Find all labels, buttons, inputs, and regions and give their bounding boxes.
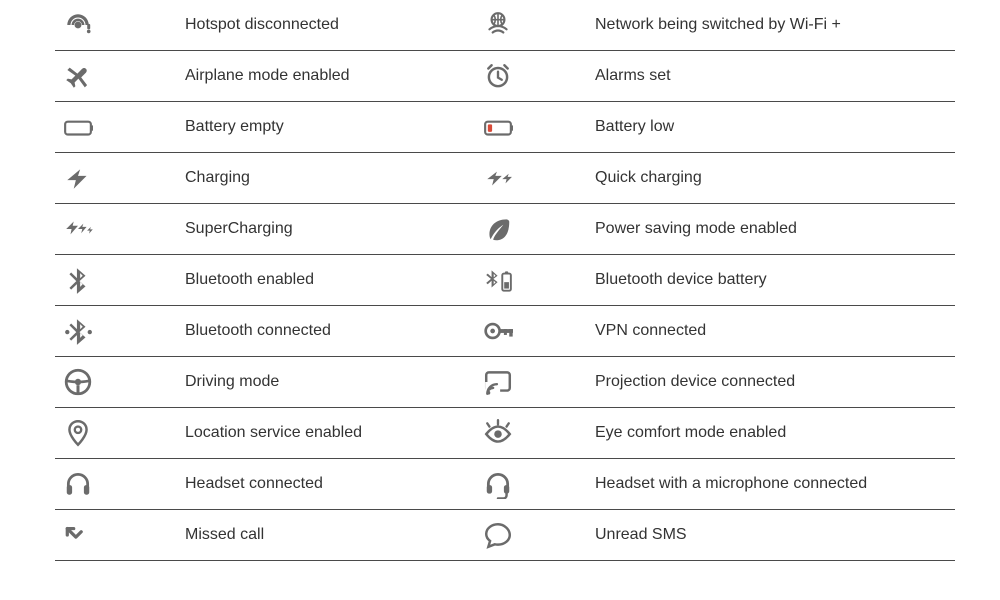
icon-label: Battery empty (185, 116, 296, 138)
right-cell: Quick charging (475, 153, 955, 203)
steering-wheel-icon (55, 367, 185, 397)
charging-bolt-icon (55, 163, 185, 193)
icon-label: Location service enabled (185, 422, 374, 444)
status-icons-table: Hotspot disconnected Network being switch… (55, 0, 955, 561)
table-row: Headset connected Headset with a micropho… (55, 459, 955, 510)
icon-label: Bluetooth connected (185, 320, 343, 342)
wifi-globe-icon (475, 10, 595, 40)
icon-label: Power saving mode enabled (595, 218, 809, 240)
table-row: Bluetooth connected VPN connected (55, 306, 955, 357)
headset-mic-icon (475, 469, 595, 499)
alarm-clock-icon (475, 61, 595, 91)
icon-label: Alarms set (595, 65, 683, 87)
icon-label: Headset with a microphone connected (595, 473, 879, 495)
left-cell: Hotspot disconnected (55, 0, 475, 50)
left-cell: Bluetooth enabled (55, 255, 475, 305)
right-cell: Projection device connected (475, 357, 955, 407)
airplane-icon (55, 61, 185, 91)
icon-label: Missed call (185, 524, 276, 546)
icon-label: SuperCharging (185, 218, 305, 240)
left-cell: SuperCharging (55, 204, 475, 254)
bluetooth-battery-icon (475, 265, 595, 295)
left-cell: Missed call (55, 510, 475, 560)
left-cell: Headset connected (55, 459, 475, 509)
table-row: SuperCharging Power saving mode enabled (55, 204, 955, 255)
icon-label: Network being switched by Wi-Fi + (595, 14, 853, 36)
missed-call-icon (55, 520, 185, 550)
table-row: Battery empty Battery low (55, 102, 955, 153)
left-cell: Bluetooth connected (55, 306, 475, 356)
projection-cast-icon (475, 367, 595, 397)
bluetooth-connected-icon (55, 316, 185, 346)
location-pin-icon (55, 418, 185, 448)
battery-low-icon (475, 112, 595, 142)
icon-label: Quick charging (595, 167, 714, 189)
left-cell: Airplane mode enabled (55, 51, 475, 101)
right-cell: Headset with a microphone connected (475, 459, 955, 509)
left-cell: Driving mode (55, 357, 475, 407)
sms-bubble-icon (475, 520, 595, 550)
right-cell: Unread SMS (475, 510, 955, 560)
icon-label: Unread SMS (595, 524, 699, 546)
supercharging-icon (55, 214, 185, 244)
icon-label: Bluetooth device battery (595, 269, 779, 291)
table-row: Airplane mode enabled Alarms set (55, 51, 955, 102)
vpn-key-icon (475, 316, 595, 346)
battery-empty-icon (55, 112, 185, 142)
right-cell: Bluetooth device battery (475, 255, 955, 305)
right-cell: Battery low (475, 102, 955, 152)
icon-label: Airplane mode enabled (185, 65, 362, 87)
table-row: Driving mode Projection device connected (55, 357, 955, 408)
right-cell: Alarms set (475, 51, 955, 101)
right-cell: Network being switched by Wi-Fi + (475, 0, 955, 50)
icon-label: VPN connected (595, 320, 718, 342)
icon-label: Driving mode (185, 371, 291, 393)
quick-charging-icon (475, 163, 595, 193)
icon-label: Eye comfort mode enabled (595, 422, 798, 444)
right-cell: Power saving mode enabled (475, 204, 955, 254)
icon-label: Hotspot disconnected (185, 14, 351, 36)
right-cell: Eye comfort mode enabled (475, 408, 955, 458)
table-row: Location service enabled Eye comfort mode… (55, 408, 955, 459)
table-row: Hotspot disconnected Network being switch… (55, 0, 955, 51)
icon-label: Battery low (595, 116, 686, 138)
table-row: Missed call Unread SMS (55, 510, 955, 561)
leaf-icon (475, 214, 595, 244)
icon-label: Headset connected (185, 473, 335, 495)
icon-label: Charging (185, 167, 262, 189)
table-row: Bluetooth enabled Bluetooth device batter… (55, 255, 955, 306)
left-cell: Charging (55, 153, 475, 203)
headset-icon (55, 469, 185, 499)
bluetooth-icon (55, 265, 185, 295)
icon-label: Bluetooth enabled (185, 269, 326, 291)
table-row: Charging Quick charging (55, 153, 955, 204)
icon-label: Projection device connected (595, 371, 807, 393)
eye-comfort-icon (475, 418, 595, 448)
left-cell: Location service enabled (55, 408, 475, 458)
hotspot-exclaim-icon (55, 10, 185, 40)
right-cell: VPN connected (475, 306, 955, 356)
left-cell: Battery empty (55, 102, 475, 152)
